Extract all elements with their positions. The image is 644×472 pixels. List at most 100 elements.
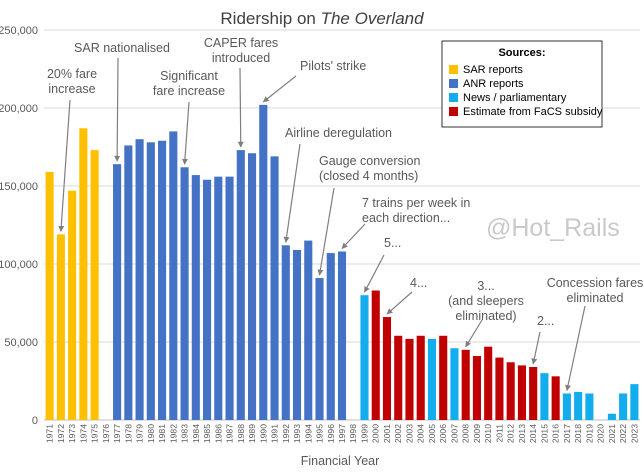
bar-2019: [585, 393, 594, 420]
annotation-line: Pilots' strike: [300, 59, 366, 73]
bar-1986: [214, 176, 223, 420]
bar-2016: [551, 376, 560, 420]
x-tick-label: 1999: [359, 424, 369, 443]
bar-2023: [630, 384, 639, 420]
x-axis-title: Financial Year: [301, 454, 380, 468]
x-tick-label: 1989: [247, 424, 257, 443]
bar-1983: [180, 167, 189, 420]
annotation-line: increase: [48, 82, 95, 96]
annotation-arrow: [283, 143, 301, 243]
bar-1981: [158, 140, 167, 420]
annotation-line: fare increase: [153, 84, 225, 98]
legend-swatch-anr: [449, 79, 458, 88]
y-tick-label: 200,000: [0, 103, 38, 115]
annotation: 3... (and sleepers eliminated): [448, 279, 524, 323]
bar-1978: [124, 145, 133, 420]
bar-2022: [619, 393, 628, 420]
annotation: 4...: [410, 276, 427, 290]
chart-title: Ridership on The Overland: [220, 9, 424, 28]
x-tick-label: 2003: [404, 424, 414, 443]
x-tick-label: 2000: [371, 424, 381, 443]
x-tick-label: 1992: [281, 424, 291, 443]
y-tick-label: 100,000: [0, 259, 38, 271]
bar-1971: [45, 171, 54, 420]
annotation-arrow: [341, 223, 366, 249]
annotation-line: eliminated): [455, 309, 516, 323]
bar-2021: [607, 413, 616, 420]
x-tick-label: 1995: [315, 424, 325, 443]
watermark: @Hot_Rails: [486, 214, 620, 242]
x-tick-label: 2014: [528, 424, 538, 443]
bar-1972: [56, 234, 65, 420]
x-tick-label: 1985: [202, 424, 212, 443]
annotation: Gauge conversion (closed 4 months): [319, 154, 421, 183]
bar-2015: [540, 373, 549, 420]
annotation-line: CAPER fares: [204, 36, 278, 50]
annotation-arrow: [317, 187, 335, 276]
bar-1996: [326, 253, 335, 420]
bar-1984: [191, 175, 200, 420]
annotation-line: SAR nationalised: [74, 41, 170, 55]
x-tick-label: 1978: [123, 424, 133, 443]
annotation: Airline deregulation: [285, 126, 392, 140]
bar-1995: [315, 278, 324, 420]
legend-swatch-sar: [449, 65, 458, 74]
annotation-arrow: [386, 291, 413, 315]
legend-label-facs: Estimate from FaCS subsidy: [463, 106, 603, 118]
bar-2008: [461, 349, 470, 420]
annotation-line: 3...: [477, 279, 494, 293]
annotation-line: 7 trains per week in: [362, 196, 470, 210]
annotation: Significant fare increase: [153, 69, 225, 98]
y-tick-label: 0: [32, 415, 38, 427]
bar-1989: [247, 153, 257, 421]
x-tick-label: 2007: [449, 424, 459, 443]
x-tick-labels: 1971 1972 1973 1974 1975 1976 1977 1978 1979 1980…: [45, 424, 640, 443]
legend: Sources: SAR reports ANR reports News / pa…: [441, 40, 603, 128]
y-tick-labels: 0 50,000 100,000 150,000 200,000 250,000: [0, 25, 38, 427]
annotation-arrow: [58, 99, 71, 232]
x-tick-label: 2009: [472, 424, 482, 443]
bar-2000: [371, 290, 380, 420]
x-tick-label: 1991: [270, 424, 280, 443]
bar-1979: [135, 139, 144, 420]
annotations: SAR nationalised 20% fare increase CAPER fa…: [47, 36, 644, 392]
bar-2004: [416, 335, 425, 420]
y-tick-label: 250,000: [0, 25, 38, 37]
annotation: CAPER fares introduced: [204, 36, 278, 65]
bar-1999: [360, 295, 369, 420]
x-tick-label: 1984: [191, 424, 201, 443]
annotation-line: 2...: [537, 314, 554, 328]
bar-1974: [79, 128, 88, 420]
bar-2012: [506, 362, 515, 420]
x-tick-label: 1976: [101, 424, 111, 443]
x-tick-label: 1986: [213, 424, 223, 443]
x-tick-label: 1971: [45, 424, 55, 443]
x-tick-label: 1980: [146, 424, 156, 443]
legend-title: Sources:: [498, 47, 545, 59]
x-tick-label: 2004: [416, 424, 426, 443]
x-tick-label: 2006: [438, 424, 448, 443]
annotation-line: Airline deregulation: [285, 126, 392, 140]
annotation-line: (closed 4 months): [319, 169, 418, 183]
annotation: 2...: [537, 314, 554, 328]
bar-1973: [68, 190, 77, 420]
legend-swatch-facs: [449, 107, 458, 116]
x-tick-label: 1998: [348, 424, 358, 443]
bar-2006: [439, 335, 448, 420]
bar-2013: [517, 365, 526, 420]
annotation-line: eliminated: [567, 291, 624, 305]
bar-2007: [450, 348, 459, 420]
bar-2001: [382, 317, 392, 420]
annotation: 5...: [384, 236, 401, 250]
annotation-line: 20% fare: [47, 67, 97, 81]
annotation-line: 5...: [384, 236, 401, 250]
annotation-arrow: [262, 75, 297, 103]
legend-label-sar: SAR reports: [463, 64, 523, 76]
annotation-line: Concession fares: [547, 276, 644, 290]
annotation: 7 trains per week in each direction...: [362, 196, 470, 225]
annotation-line: (and sleepers: [448, 294, 524, 308]
annotation-line: 4...: [410, 276, 427, 290]
y-tick-label: 50,000: [4, 337, 38, 349]
x-tick-label: 1983: [180, 424, 190, 443]
annotation: SAR nationalised: [74, 41, 170, 55]
